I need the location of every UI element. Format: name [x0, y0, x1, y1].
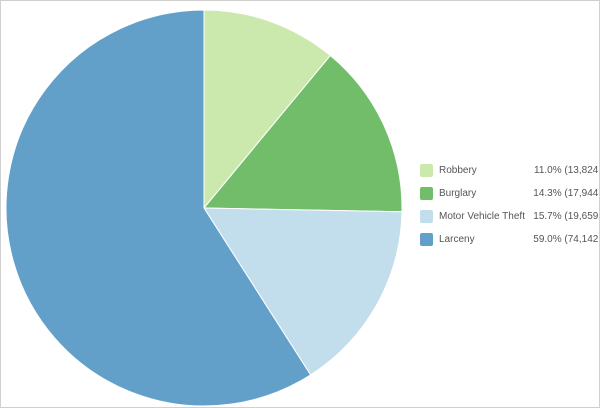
legend-swatch — [420, 187, 433, 200]
pie-slice-motor-vehicle-theft[interactable] — [203, 207, 403, 376]
legend: Robbery 11.0% (13,824.0) Burglary 14.3% (17… — [420, 159, 599, 251]
legend-label: Burglary — [439, 188, 477, 199]
legend-item[interactable]: Burglary 14.3% (17,944.0) — [420, 182, 599, 205]
legend-label: Robbery — [439, 165, 477, 176]
legend-swatch — [420, 210, 433, 223]
legend-value: 14.3% (17,944.0) — [533, 188, 599, 199]
pie-slice-larceny[interactable] — [5, 9, 312, 407]
legend-label: Motor Vehicle Theft — [439, 211, 525, 222]
legend-item[interactable]: Larceny 59.0% (74,142.0) — [420, 228, 599, 251]
pie-slice-burglary[interactable] — [202, 54, 403, 213]
legend-swatch — [420, 233, 433, 246]
legend-value: 15.7% (19,659.0) — [533, 211, 599, 222]
legend-swatch — [420, 164, 433, 177]
legend-value: 59.0% (74,142.0) — [533, 234, 599, 245]
pie-slice-robbery[interactable] — [203, 9, 332, 210]
legend-label: Larceny — [439, 234, 475, 245]
legend-item[interactable]: Robbery 11.0% (13,824.0) — [420, 159, 599, 182]
legend-item[interactable]: Motor Vehicle Theft 15.7% (19,659.0) — [420, 205, 599, 228]
legend-value: 11.0% (13,824.0) — [534, 165, 599, 176]
